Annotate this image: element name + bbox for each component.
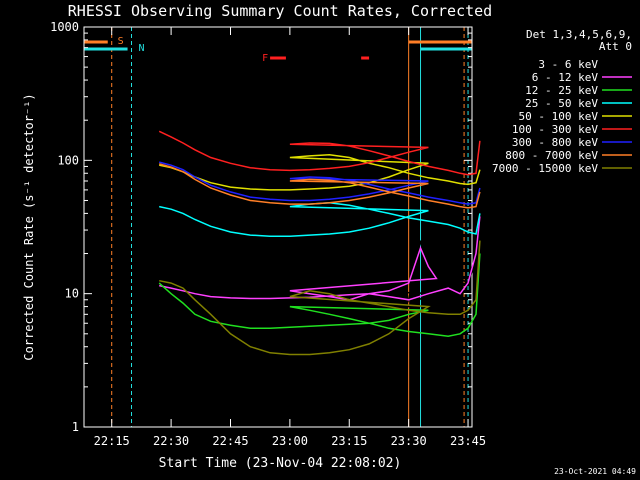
marker-label-n: N	[138, 43, 144, 54]
legend-label: 100 - 300 keV	[512, 123, 598, 136]
series-7000-15000-kev-line	[159, 240, 481, 356]
y-tick-label: 10	[65, 287, 79, 301]
legend-header: Det 1,3,4,5,6,9,	[526, 28, 632, 41]
series-800-7000-kev-line	[159, 163, 481, 209]
y-tick-label: 100	[57, 153, 79, 167]
y-axis-label: Corrected Count Rate (s⁻¹ detector⁻¹)	[22, 93, 36, 360]
legend-label: 300 - 800 keV	[512, 136, 598, 149]
plot-frame	[83, 26, 473, 428]
footer-timestamp: 23-Oct-2021 04:49	[554, 467, 636, 476]
legend-label: 6 - 12 keV	[532, 71, 599, 84]
series-300-800-kev-line	[159, 161, 481, 205]
legend-label: 12 - 25 keV	[525, 84, 598, 97]
x-tick-label: 23:15	[331, 434, 367, 448]
legend-header: Att 0	[599, 40, 632, 53]
series-50-100-kev-line	[159, 154, 481, 191]
legend-label: 800 - 7000 keV	[505, 149, 598, 162]
marker-label-f: F	[262, 53, 268, 64]
series-6-12-kev-line	[159, 216, 481, 301]
series-12-25-kev-line	[158, 253, 481, 337]
chart-title: RHESSI Observing Summary Count Rates, Co…	[68, 2, 492, 20]
legend-label: 50 - 100 keV	[519, 110, 599, 123]
x-tick-label: 22:15	[94, 434, 130, 448]
x-tick-label: 22:30	[153, 434, 189, 448]
marker-label-s: S	[118, 36, 124, 47]
series-100-300-kev-line	[158, 130, 481, 176]
x-tick-label: 22:45	[212, 434, 248, 448]
x-axis-label: Start Time (23-Nov-04 22:08:02)	[159, 456, 402, 471]
legend-label: 25 - 50 keV	[525, 97, 598, 110]
y-tick-label: 1000	[50, 20, 79, 34]
legend-label: 7000 - 15000 keV	[492, 162, 598, 175]
legend-label: 3 - 6 keV	[538, 58, 598, 71]
series-25-50-kev-line	[159, 202, 481, 237]
x-tick-label: 23:45	[450, 434, 486, 448]
x-tick-label: 23:30	[391, 434, 427, 448]
x-tick-label: 23:00	[272, 434, 308, 448]
y-tick-label: 1	[72, 420, 79, 434]
